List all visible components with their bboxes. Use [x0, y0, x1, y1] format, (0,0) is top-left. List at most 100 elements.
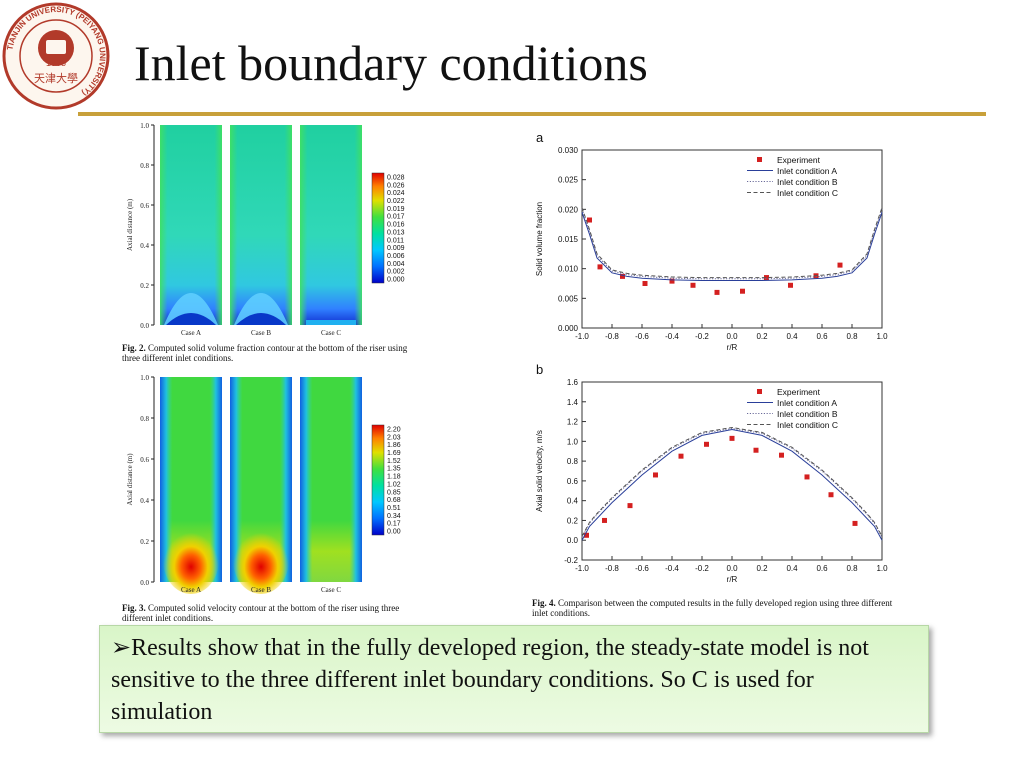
- x-tick-label: 0.2: [756, 332, 768, 341]
- colorbar-label: 0.026: [387, 182, 405, 189]
- colorbar-label: 2.20: [387, 427, 401, 434]
- contour-y-tick-label: 0.0: [140, 322, 149, 330]
- y-tick-label: 1.6: [567, 378, 579, 387]
- colorbar-label: 0.00: [387, 529, 401, 536]
- results-callout: ➢Results show that in the fully develope…: [99, 625, 929, 733]
- colorbar-label: 0.009: [387, 245, 405, 252]
- series-inlet-condition-a: [581, 428, 883, 541]
- data-point: [602, 517, 607, 523]
- data-point: [642, 281, 648, 286]
- contour-y-tick-label: 1.0: [140, 374, 149, 382]
- contour-column-b: Case B: [230, 377, 292, 594]
- x-tick-label: 0.0: [726, 332, 738, 341]
- colorbar-label: 1.18: [387, 474, 401, 481]
- y-tick-label: 1.2: [567, 418, 579, 427]
- legend-label: Inlet condition B: [777, 409, 838, 419]
- legend-label: Inlet condition B: [777, 177, 838, 187]
- colorbar-label: 0.34: [387, 513, 401, 520]
- legend-marker: [757, 389, 762, 394]
- colorbar-label: 1.02: [387, 481, 401, 488]
- legend-label: Experiment: [777, 155, 821, 165]
- contour-column-a: Case A: [160, 377, 222, 594]
- contour-y-tick-label: 0.4: [140, 497, 149, 505]
- data-point: [620, 273, 625, 279]
- title-divider: [78, 112, 986, 116]
- legend-label: Inlet condition A: [777, 398, 837, 408]
- colorbar-label: 0.019: [387, 206, 405, 213]
- legend-entry: Inlet condition B: [747, 409, 838, 419]
- x-axis-label: r/R: [727, 575, 738, 584]
- fig2-caption-label: Fig. 2.: [122, 343, 146, 353]
- contour-wall-band: [230, 125, 292, 325]
- colorbar: [371, 424, 385, 536]
- x-tick-label: 1.0: [876, 332, 888, 341]
- contour-y-tick-label: 0.8: [140, 415, 149, 423]
- contour-y-tick-label: 0.4: [140, 242, 149, 250]
- data-point: [804, 474, 810, 480]
- x-tick-label: 0.4: [786, 332, 798, 341]
- series-inlet-condition-c: [581, 426, 883, 537]
- series-inlet-condition-b: [581, 209, 883, 280]
- legend-label: Experiment: [777, 387, 821, 397]
- series-inlet-condition-c: [581, 207, 883, 279]
- y-tick-label: 0.6: [567, 477, 579, 486]
- x-tick-label: 0.8: [846, 564, 858, 573]
- x-tick-label: 0.6: [816, 332, 828, 341]
- contour-y-tick-label: 0.6: [140, 456, 149, 464]
- data-point: [740, 288, 745, 294]
- colorbar-label: 0.68: [387, 497, 401, 504]
- y-axis-label: Solid volume fraction: [535, 202, 544, 276]
- x-tick-label: 0.0: [726, 564, 738, 573]
- colorbar-label: 0.013: [387, 229, 405, 236]
- series-line: [581, 427, 883, 538]
- x-tick-label: -0.8: [605, 332, 619, 341]
- contour-y-tick-label: 0.0: [140, 579, 149, 587]
- series-experiment: [587, 217, 843, 295]
- contour-y-tick-label: 0.2: [140, 538, 149, 546]
- legend-entry: Inlet condition C: [747, 188, 838, 198]
- contour-case-label: Case B: [251, 586, 271, 594]
- contour-case-label: Case A: [181, 329, 201, 337]
- colorbar-label: 0.006: [387, 253, 405, 260]
- logo-chinese-text: 天津大學: [34, 71, 78, 85]
- colorbar: [371, 172, 385, 284]
- series-line: [581, 209, 883, 280]
- contour-case-label: Case A: [181, 586, 201, 594]
- series-line: [581, 428, 883, 541]
- data-point: [828, 492, 834, 498]
- contour-case-label: Case B: [251, 329, 271, 337]
- contour-wall-band: [300, 377, 362, 582]
- data-point: [837, 262, 843, 268]
- colorbar-label: 0.85: [387, 489, 401, 496]
- y-tick-label: 0.000: [558, 324, 579, 333]
- data-point: [753, 447, 759, 453]
- y-axis-label: Axial solid velocity, m/s: [535, 430, 544, 512]
- colorbar-label: 0.51: [387, 505, 401, 512]
- series-line: [581, 426, 883, 537]
- colorbar-label: 2.03: [387, 434, 401, 441]
- y-tick-label: 0.005: [558, 294, 579, 303]
- colorbar-label: 1.52: [387, 458, 401, 465]
- data-point: [764, 275, 769, 281]
- x-tick-label: -0.4: [665, 564, 679, 573]
- y-tick-label: 0.0: [567, 536, 579, 545]
- legend-entry: Experiment: [757, 387, 821, 397]
- colorbar-label: 0.000: [387, 277, 405, 284]
- contour-column-c: Case C: [300, 125, 362, 337]
- x-tick-label: 0.2: [756, 564, 768, 573]
- chart-panel-label: b: [536, 362, 543, 377]
- fig3-caption: Fig. 3. Computed solid velocity contour …: [122, 603, 414, 623]
- contour-case-label: Case C: [321, 586, 341, 594]
- y-tick-label: 0.2: [567, 516, 579, 525]
- contour-case-label: Case C: [321, 329, 341, 337]
- legend-entry: Experiment: [757, 155, 821, 165]
- y-tick-label: 0.030: [558, 146, 579, 155]
- x-tick-label: 0.6: [816, 564, 828, 573]
- contour-inlet-core: [166, 313, 216, 325]
- legend-entry: Inlet condition C: [747, 420, 838, 430]
- y-tick-label: 0.015: [558, 235, 579, 244]
- data-point: [852, 520, 858, 526]
- colorbar-label: 0.028: [387, 175, 405, 182]
- fig2-caption-text: Computed solid volume fraction contour a…: [122, 343, 408, 363]
- colorbar-label: 0.016: [387, 222, 405, 229]
